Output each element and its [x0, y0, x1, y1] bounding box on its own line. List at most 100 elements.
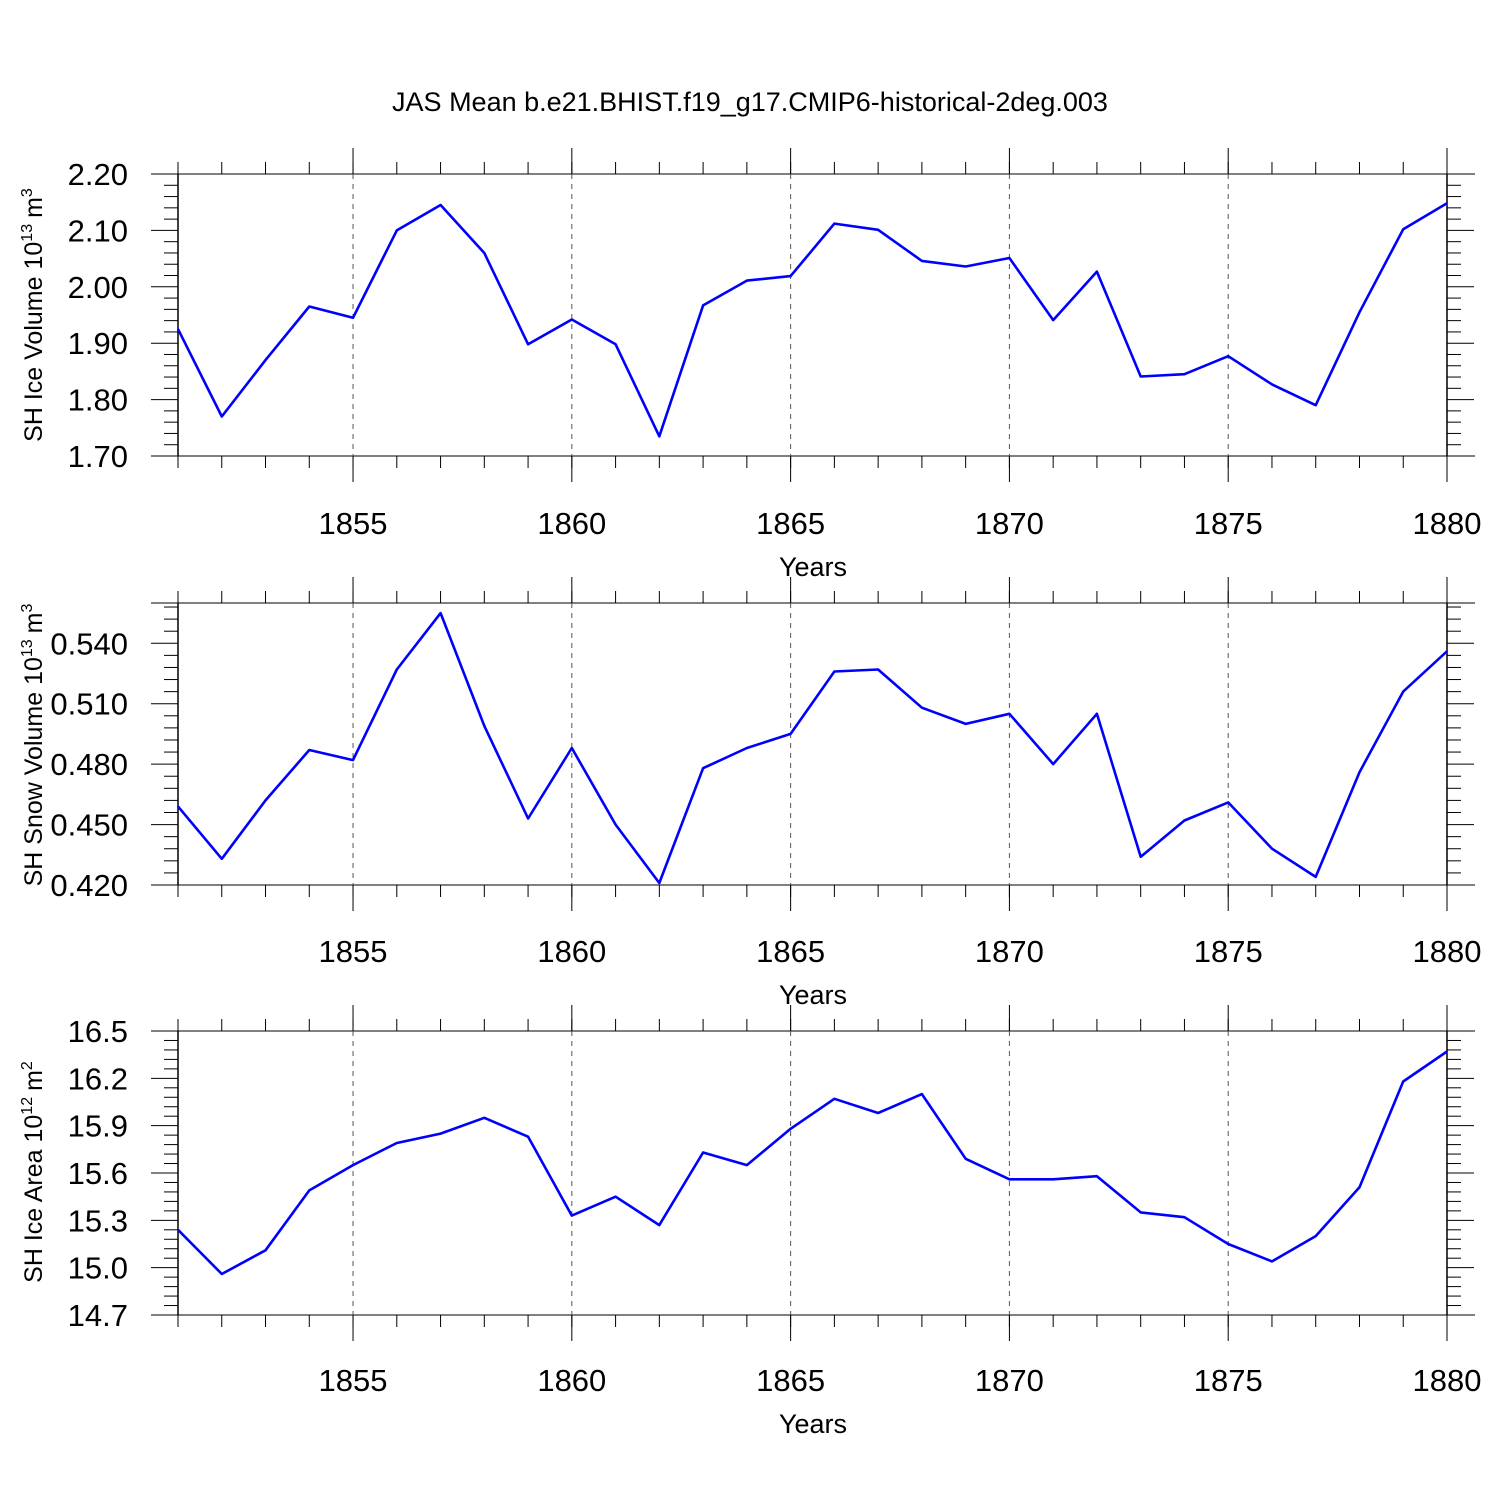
x-tick-label: 1875	[1194, 1363, 1263, 1398]
x-tick-label: 1880	[1413, 506, 1482, 541]
data-point	[1052, 319, 1055, 321]
data-point	[789, 733, 792, 735]
data-point	[1139, 1211, 1142, 1214]
data-point	[1008, 257, 1011, 259]
series-line-1	[176, 202, 1448, 438]
x-tick-label: 1870	[975, 506, 1044, 541]
data-point	[570, 318, 573, 321]
data-point	[833, 222, 836, 225]
data-point	[177, 805, 179, 808]
data-point	[1008, 712, 1011, 715]
data-point	[1227, 1243, 1230, 1245]
data-point	[921, 260, 923, 262]
panel-2: 1855 1860 1865 1870 1875 1880 0.420 0.450 0.480 0…	[19, 577, 1481, 1010]
data-point	[746, 279, 748, 282]
data-point	[614, 1195, 617, 1198]
data-point	[395, 229, 398, 232]
data-point	[352, 1164, 354, 1166]
y-axis-title-superscript: 3	[19, 188, 36, 197]
data-point	[1314, 404, 1317, 407]
data-point	[527, 1135, 529, 1138]
y-tick-label: 1.90	[68, 326, 128, 361]
data-point	[746, 1164, 748, 1166]
x-axis-title: Years	[779, 552, 847, 582]
data-point	[177, 328, 179, 330]
data-point	[702, 1151, 704, 1154]
data-point	[658, 1224, 661, 1226]
y-axis-title-part: SH Snow Volume 10	[20, 657, 48, 886]
data-point	[789, 1127, 792, 1130]
y-tick-label: 14.7	[68, 1298, 128, 1333]
data-point	[921, 706, 923, 709]
data-point	[352, 316, 354, 319]
y-tick-label: 0.480	[50, 747, 128, 782]
data-point	[964, 723, 967, 725]
x-tick-label: 1870	[975, 934, 1044, 969]
data-point	[1096, 1175, 1098, 1178]
y-axis-title-part: SH Ice Area 10	[20, 1115, 48, 1283]
data-point	[702, 767, 704, 770]
data-point	[439, 204, 442, 206]
x-tick-label: 1860	[537, 1363, 606, 1398]
data-point	[308, 305, 311, 308]
data-point	[570, 1214, 573, 1217]
panel-3: 1855 1860 1865 1870 1875 1880 14.7 15.0 15.3 15.6…	[19, 1005, 1481, 1439]
x-tick-label: 1855	[319, 1363, 388, 1398]
data-point	[746, 747, 748, 749]
data-point	[1183, 1216, 1186, 1219]
y-axis-title: SH Ice Area 1012 m2	[19, 1061, 48, 1283]
x-tick-label: 1880	[1413, 934, 1482, 969]
data-point	[1096, 270, 1098, 273]
data-point	[220, 415, 223, 418]
data-point	[483, 1116, 486, 1119]
data-point	[877, 1112, 879, 1114]
x-tick-label: 1875	[1194, 506, 1263, 541]
x-axis-title: Years	[779, 1409, 847, 1439]
data-point	[264, 1249, 267, 1252]
data-point	[1139, 855, 1142, 858]
data-point	[964, 265, 967, 268]
data-point	[308, 749, 311, 751]
y-axis-title-part: m	[20, 197, 48, 218]
data-point	[1402, 1080, 1405, 1083]
x-tick-label: 1865	[756, 506, 825, 541]
y-tick-label: 2.20	[68, 157, 128, 192]
data-point	[570, 747, 573, 749]
y-tick-label: 15.3	[68, 1203, 128, 1238]
data-point	[220, 1273, 223, 1275]
x-axis-title: Years	[779, 980, 847, 1010]
data-point	[1271, 847, 1273, 850]
data-point	[527, 343, 529, 346]
data-point	[658, 882, 661, 884]
data-point	[1052, 1178, 1055, 1181]
data-point	[483, 252, 486, 254]
data-point	[614, 343, 617, 346]
data-point	[833, 1097, 836, 1100]
series-line-3	[177, 1050, 1448, 1276]
y-axis-title: SH Snow Volume 1013 m3	[19, 603, 48, 886]
data-point	[1446, 650, 1448, 653]
y-axis-title: SH Ice Volume 1013 m3	[19, 188, 48, 442]
x-tick-label: 1875	[1194, 934, 1263, 969]
data-point	[1314, 1235, 1317, 1237]
data-point	[964, 1157, 967, 1160]
data-point	[483, 725, 486, 727]
y-tick-label: 1.80	[68, 383, 128, 418]
data-point	[1358, 311, 1361, 314]
y-tick-label: 15.0	[68, 1251, 128, 1286]
panel-1: 1855 1860 1865 1870 1875 1880 1.70 1.80 1.90 2.00…	[19, 148, 1481, 582]
data-point	[1052, 763, 1055, 765]
y-tick-label: 0.510	[50, 687, 128, 722]
data-point	[1314, 876, 1317, 878]
y-axis-title-superscript: 3	[19, 603, 36, 612]
x-tick-label: 1880	[1413, 1363, 1482, 1398]
data-point	[702, 304, 704, 307]
y-tick-label: 0.450	[50, 808, 128, 843]
y-tick-label: 1.70	[68, 439, 128, 474]
data-point	[789, 275, 792, 277]
y-tick-label: 16.5	[68, 1014, 128, 1049]
data-point	[658, 435, 661, 438]
y-tick-label: 0.540	[50, 626, 128, 661]
data-point	[1271, 383, 1273, 386]
